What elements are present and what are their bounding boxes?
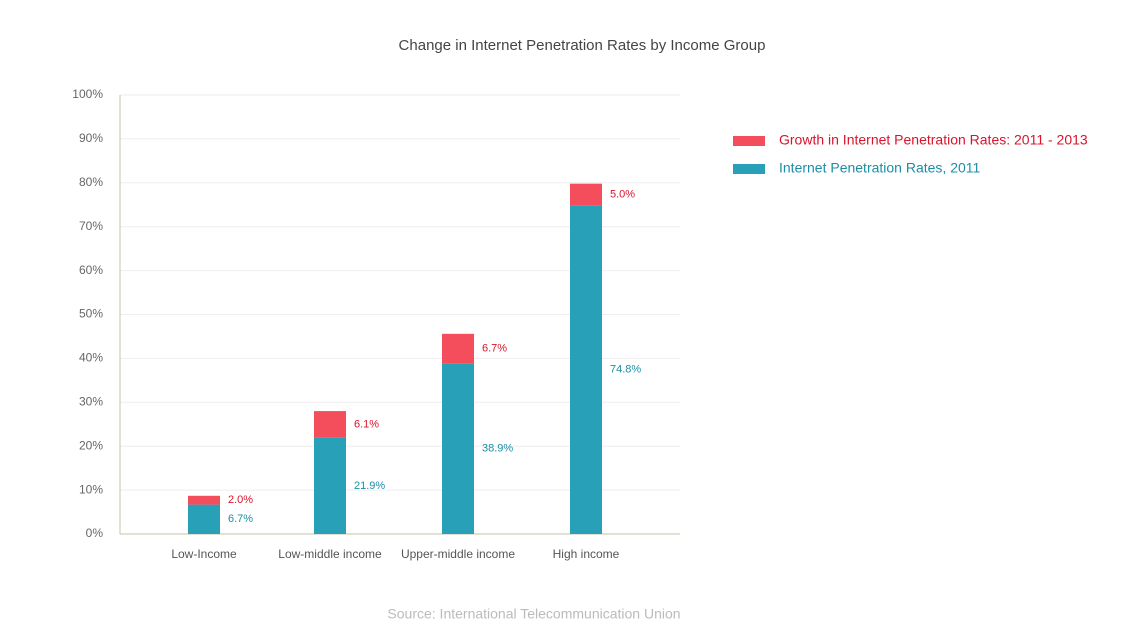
legend-swatch (733, 136, 765, 146)
x-tick-label: High income (553, 547, 620, 561)
legend-label: Internet Penetration Rates, 2011 (779, 160, 981, 176)
y-tick-label: 0% (86, 526, 104, 540)
value-label: 21.9% (354, 480, 385, 492)
value-label: 6.1% (354, 418, 379, 430)
value-label: 6.7% (228, 513, 253, 525)
bar-segment (188, 495, 220, 505)
y-tick-label: 60% (79, 263, 103, 277)
y-tick-label: 40% (79, 351, 103, 365)
bar-segment (314, 411, 346, 438)
x-tick-label: Low-Income (171, 547, 237, 561)
bar-segment (570, 183, 602, 206)
value-label: 74.8% (610, 364, 641, 376)
bar-segment (442, 333, 474, 364)
y-tick-label: 20% (79, 438, 103, 452)
value-label: 2.0% (228, 494, 253, 506)
y-tick-label: 80% (79, 175, 103, 189)
y-tick-label: 70% (79, 219, 103, 233)
legend-swatch (733, 164, 765, 174)
x-tick-label: Low-middle income (278, 547, 382, 561)
chart-title: Change in Internet Penetration Rates by … (399, 37, 766, 54)
y-tick-label: 10% (79, 482, 103, 496)
x-tick-label: Upper-middle income (401, 547, 515, 561)
y-tick-label: 50% (79, 307, 103, 321)
bar-segment (188, 504, 220, 534)
legend-label: Growth in Internet Penetration Rates: 20… (779, 132, 1088, 148)
bar-segment (314, 437, 346, 534)
bar-segment (570, 205, 602, 535)
y-tick-label: 90% (79, 131, 103, 145)
source: Source: International Telecommunication … (387, 606, 680, 622)
value-label: 38.9% (482, 443, 513, 455)
y-tick-label: 100% (72, 87, 103, 101)
y-tick-label: 30% (79, 394, 103, 408)
bar-segment (442, 363, 474, 534)
value-label: 6.7% (482, 342, 507, 354)
value-label: 5.0% (610, 189, 635, 201)
